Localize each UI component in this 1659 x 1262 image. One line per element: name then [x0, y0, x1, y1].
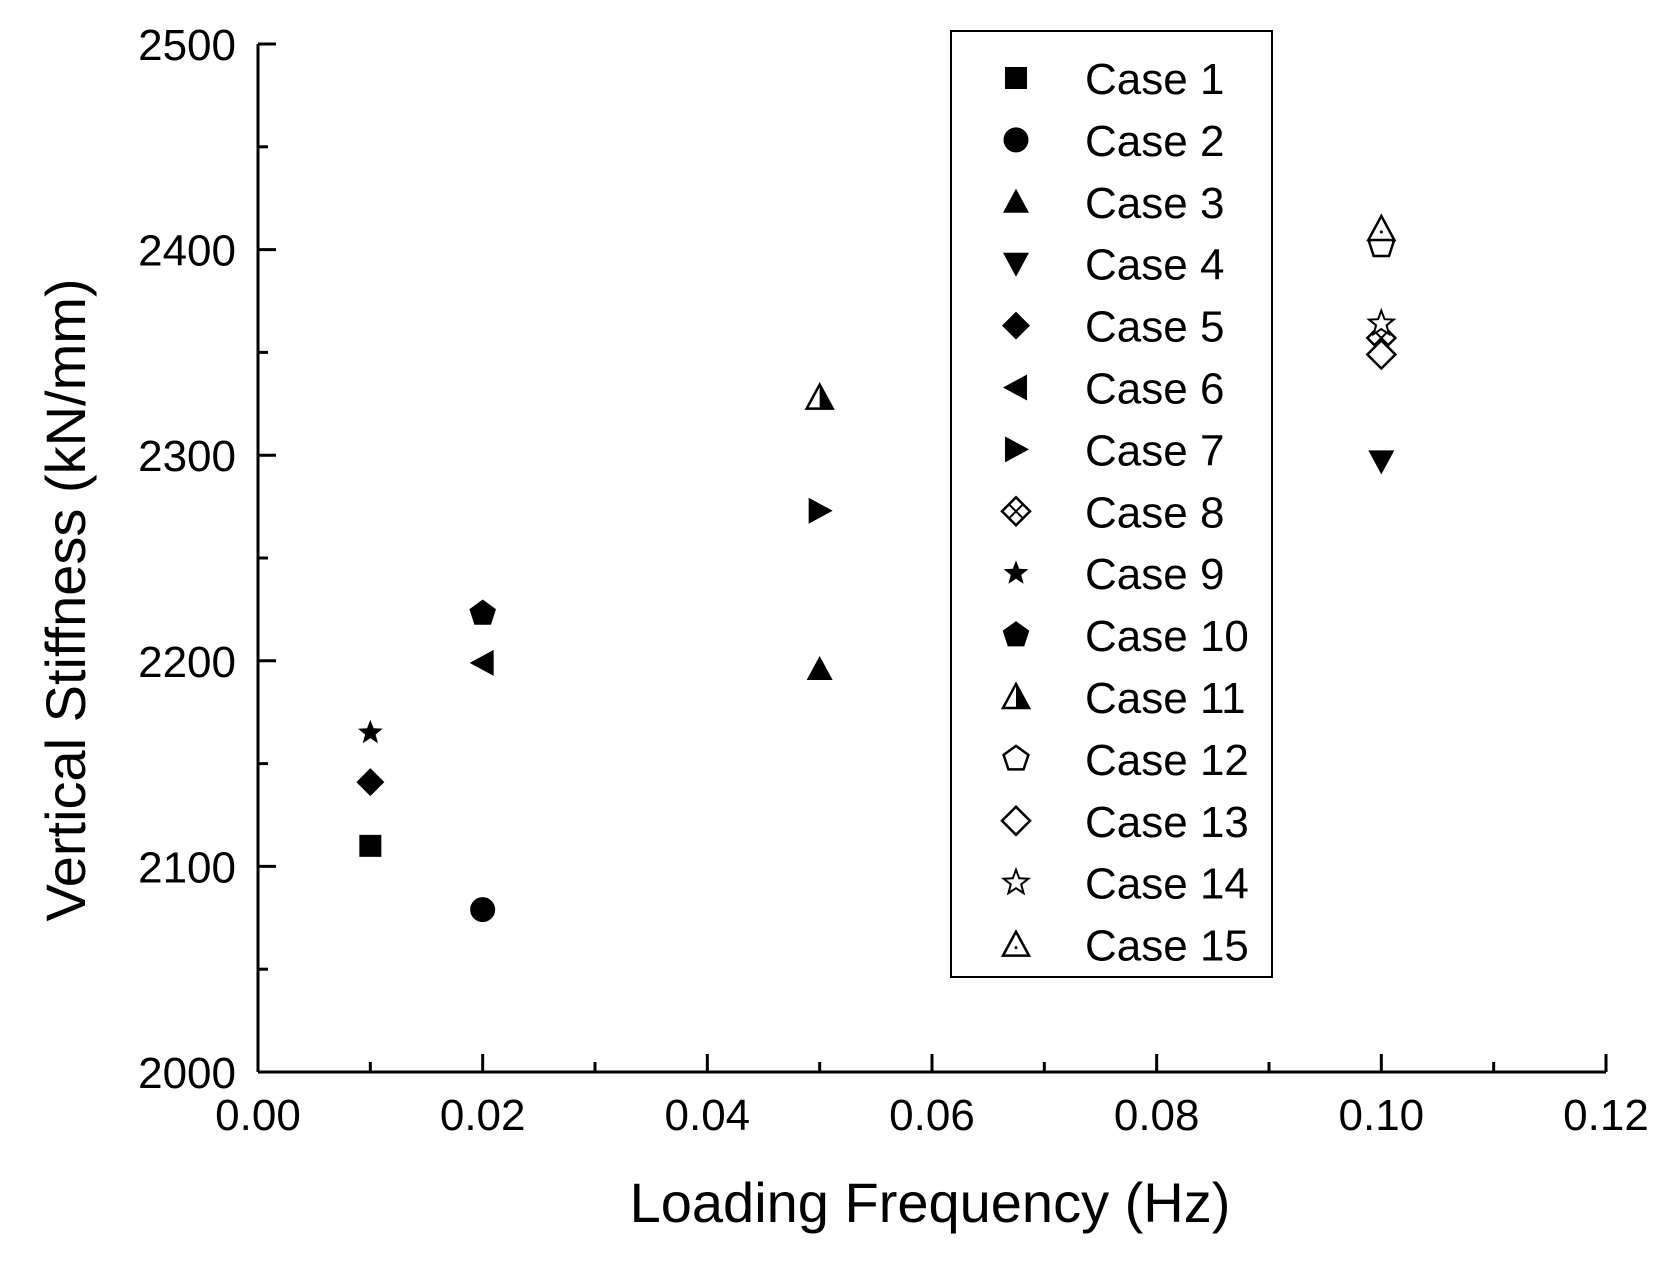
legend-label: Case 4 — [1085, 241, 1224, 290]
y-tick-label: 2200 — [138, 638, 236, 687]
data-point-case-13 — [1365, 338, 1398, 371]
data-point-case-7 — [808, 497, 833, 524]
data-point-case-15 — [1366, 213, 1397, 242]
data-point-case-11 — [804, 382, 835, 410]
legend-marker — [1002, 744, 1030, 771]
legend-marker — [1003, 560, 1029, 584]
legend-marker — [1003, 374, 1027, 401]
y-tick-label: 2000 — [138, 1049, 236, 1098]
y-axis-title: Vertical Stiffness (kN/mm) — [34, 278, 97, 921]
legend-label: Case 9 — [1085, 550, 1224, 599]
legend-marker — [1000, 681, 1032, 710]
y-tick-label: 2300 — [138, 432, 236, 481]
legend-marker — [1005, 67, 1027, 89]
legend-label: Case 8 — [1085, 488, 1224, 537]
axes — [256, 44, 1606, 1074]
legend-marker — [1000, 495, 1032, 528]
legend-label: Case 3 — [1085, 179, 1224, 228]
data-point-case-5 — [356, 768, 385, 797]
legend-label: Case 6 — [1085, 365, 1224, 414]
x-tick-label: 0.00 — [215, 1091, 301, 1140]
legend-label: Case 14 — [1085, 860, 1249, 909]
data-point-case-3 — [806, 656, 833, 681]
x-tick-label: 0.04 — [665, 1091, 751, 1140]
legend-label: Case 1 — [1085, 55, 1224, 104]
data-point-case-10 — [469, 599, 496, 625]
x-tick-label: 0.02 — [440, 1091, 526, 1140]
y-tick-label: 2400 — [138, 227, 236, 276]
x-tick-label: 0.10 — [1339, 1091, 1425, 1140]
data-point-case-2 — [470, 897, 496, 923]
axis-ticks: 0.00 0.02 0.04 0.06 0.08 0.10 0.12 2000 2100 2200… — [138, 21, 1649, 1140]
y-tick-label: 2500 — [138, 21, 236, 70]
legend-marker — [1003, 188, 1029, 213]
legend-label: Case 10 — [1085, 612, 1249, 661]
data-point-case-1 — [359, 834, 382, 857]
legend-label: Case 15 — [1085, 922, 1249, 971]
legend-label: Case 11 — [1085, 674, 1246, 723]
legend-label: Case 12 — [1085, 736, 1249, 785]
data-points — [356, 213, 1398, 923]
legend-marker — [1002, 311, 1030, 340]
legend-label: Case 5 — [1085, 303, 1224, 352]
legend-marker — [1000, 805, 1032, 837]
legend-label: Case 2 — [1085, 117, 1224, 166]
x-tick-label: 0.08 — [1114, 1091, 1200, 1140]
y-tick-label: 2100 — [138, 843, 236, 892]
legend-marker — [1003, 127, 1029, 153]
data-point-case-9 — [358, 719, 383, 744]
legend-label: Case 7 — [1085, 426, 1224, 475]
legend: Case 1 Case 2 Case 3 Case 4 Case 5 Case 6 Case… — [950, 30, 1273, 978]
x-axis-title: Loading Frequency (Hz) — [630, 1171, 1231, 1234]
legend-marker — [1005, 436, 1029, 463]
legend-marker — [1000, 928, 1032, 957]
x-tick-label: 0.12 — [1563, 1091, 1649, 1140]
x-tick-label: 0.06 — [889, 1091, 975, 1140]
legend-marker — [1002, 621, 1030, 647]
data-point-case-4 — [1368, 450, 1395, 475]
legend-label: Case 13 — [1085, 798, 1249, 847]
legend-marker — [1003, 252, 1029, 277]
legend-marker — [1000, 866, 1032, 896]
data-point-case-14 — [1366, 307, 1397, 337]
data-point-case-6 — [469, 649, 494, 676]
